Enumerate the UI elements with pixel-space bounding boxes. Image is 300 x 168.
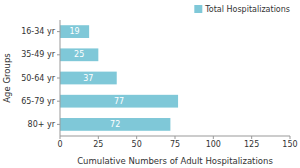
- y-axis-label: Age Groups: [2, 53, 12, 103]
- chart: 19 25 37 77 72 0 25 50 75 100 125 150 16-34 yr 35-49 …: [0, 0, 300, 168]
- y-tick: [57, 54, 60, 55]
- data-label: 77: [114, 97, 124, 106]
- x-tick: [290, 136, 291, 139]
- x-tick: [175, 136, 176, 139]
- data-label: 19: [69, 27, 79, 36]
- x-tick-label: 25: [93, 140, 103, 149]
- y-tick: [57, 31, 60, 32]
- bar: [60, 95, 178, 108]
- data-label: 37: [83, 74, 93, 83]
- bar: [60, 48, 98, 61]
- x-tick: [60, 136, 61, 139]
- x-tick-label: 75: [170, 140, 180, 149]
- category-label: 65-79 yr: [21, 97, 56, 106]
- legend: Total Hospitalizations: [194, 5, 290, 14]
- bar: [60, 118, 170, 131]
- bar: [60, 72, 117, 85]
- x-tick: [136, 136, 137, 139]
- x-tick: [98, 136, 99, 139]
- category-label: 35-49 yr: [21, 50, 56, 59]
- x-tick-label: 150: [282, 140, 297, 149]
- bar: [60, 25, 89, 38]
- category-label: 16-34 yr: [21, 27, 56, 36]
- legend-label: Total Hospitalizations: [204, 5, 290, 14]
- legend-swatch: [194, 5, 202, 13]
- category-label: 80+ yr: [28, 120, 56, 129]
- x-tick-label: 0: [57, 140, 62, 149]
- x-tick: [251, 136, 252, 139]
- data-label: 72: [110, 120, 120, 129]
- x-tick-label: 50: [132, 140, 142, 149]
- y-tick: [57, 78, 60, 79]
- data-label: 25: [74, 50, 84, 59]
- x-tick-label: 100: [206, 140, 221, 149]
- x-axis-label: Cumulative Numbers of Adult Hospitalizat…: [77, 156, 273, 166]
- y-tick: [57, 124, 60, 125]
- bars: [60, 25, 178, 131]
- y-tick: [57, 101, 60, 102]
- x-tick: [213, 136, 214, 139]
- category-label: 50-64 yr: [21, 74, 56, 83]
- x-tick-label: 125: [244, 140, 259, 149]
